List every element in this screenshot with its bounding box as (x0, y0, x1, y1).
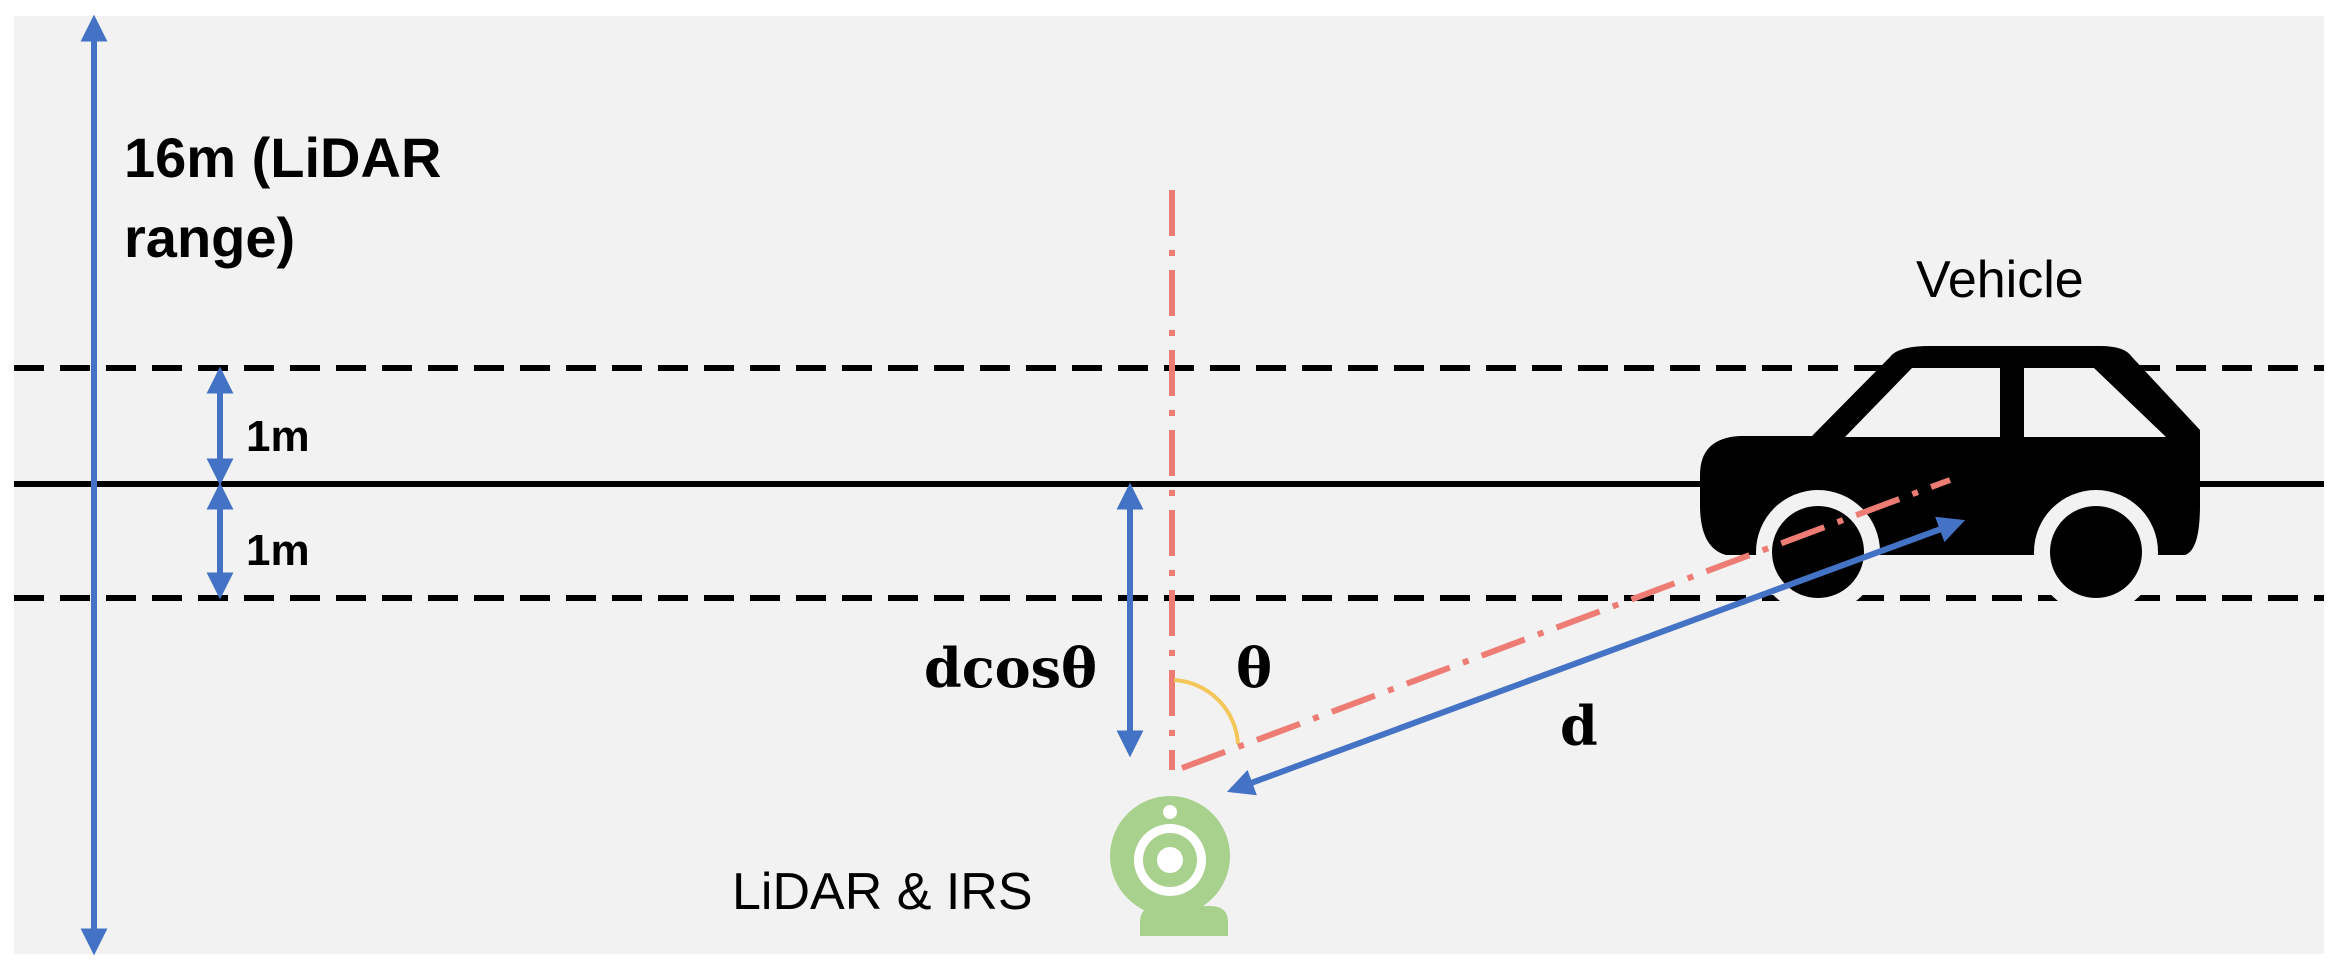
lidar-range-label-line2: range) (124, 206, 296, 269)
sensor-label: LiDAR & IRS (732, 863, 1033, 921)
lidar-range-label: 16m (LiDAR range) (124, 118, 441, 278)
camera-sensor-icon (1110, 796, 1230, 936)
vehicle-label: Vehicle (1916, 251, 2084, 309)
distance-label: d (1560, 694, 1598, 758)
angle-label: θ (1236, 636, 1273, 700)
distance-arrow (1226, 516, 1966, 796)
lidar-range-label-line1: 16m (LiDAR (124, 126, 442, 189)
lane-width-label-top: 1m (246, 412, 310, 461)
projection-label: dcosθ (924, 636, 1098, 700)
lane-width-label-bottom: 1m (246, 526, 310, 575)
